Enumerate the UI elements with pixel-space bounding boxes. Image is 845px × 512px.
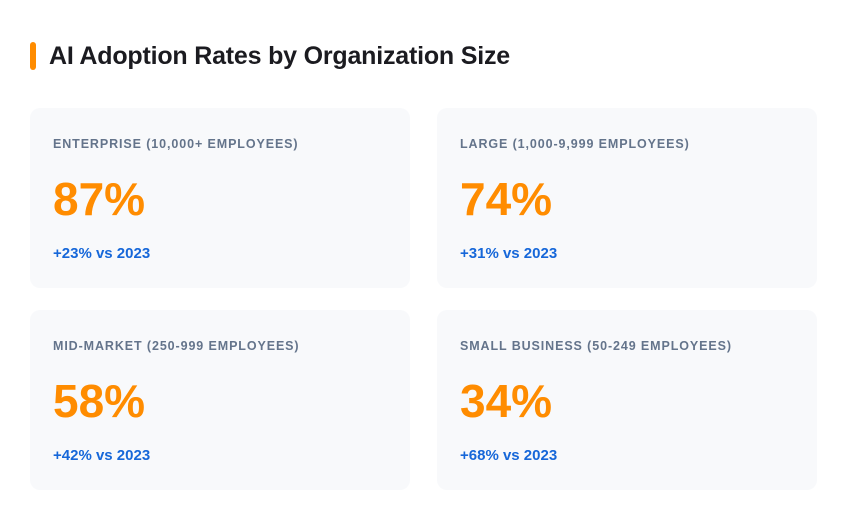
card-label: MID-MARKET (250-999 EMPLOYEES) (53, 339, 300, 353)
adoption-rate-value: 58% (53, 375, 146, 427)
stat-card-large: LARGE (1,000-9,999 EMPLOYEES) 74% +31% v… (437, 108, 817, 288)
adoption-rate-value: 87% (53, 173, 146, 225)
stat-card-grid: ENTERPRISE (10,000+ EMPLOYEES) 87% +23% … (30, 108, 817, 490)
page-header: AI Adoption Rates by Organization Size (30, 41, 817, 71)
yoy-change: +68% vs 2023 (460, 447, 558, 464)
yoy-change: +23% vs 2023 (53, 245, 151, 262)
card-label: LARGE (1,000-9,999 EMPLOYEES) (460, 137, 690, 151)
stat-card-small-business: SMALL BUSINESS (50-249 EMPLOYEES) 34% +6… (437, 310, 817, 490)
yoy-change: +31% vs 2023 (460, 245, 558, 262)
yoy-change: +42% vs 2023 (53, 447, 151, 464)
adoption-rate-value: 34% (460, 375, 553, 427)
card-label: SMALL BUSINESS (50-249 EMPLOYEES) (460, 339, 732, 353)
stat-card-enterprise: ENTERPRISE (10,000+ EMPLOYEES) 87% +23% … (30, 108, 410, 288)
page-title: AI Adoption Rates by Organization Size (49, 41, 510, 70)
title-accent-bar (30, 42, 36, 70)
adoption-rate-value: 74% (460, 173, 553, 225)
card-label: ENTERPRISE (10,000+ EMPLOYEES) (53, 137, 299, 151)
stat-card-mid-market: MID-MARKET (250-999 EMPLOYEES) 58% +42% … (30, 310, 410, 490)
